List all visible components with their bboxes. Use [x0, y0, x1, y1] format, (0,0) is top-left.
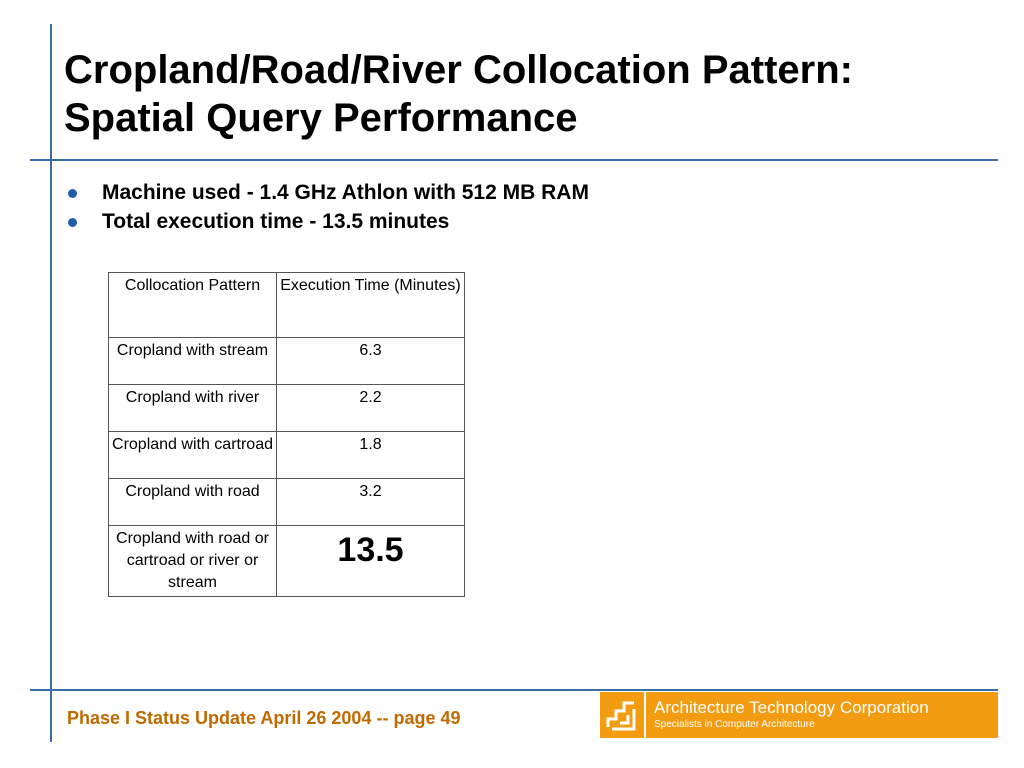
bullet-dot-icon: [68, 189, 77, 198]
company-tagline: Specialists in Computer Architecture: [654, 719, 815, 730]
header-execution-time: Execution Time (Minutes): [276, 272, 465, 338]
title-divider: [30, 159, 998, 161]
table-row: Cropland with stream 6.3: [108, 337, 465, 385]
total-time-cell: 13.5: [276, 525, 465, 597]
table-row-total: Cropland with road or cartroad or river …: [108, 525, 465, 597]
table-row: Cropland with cartroad 1.8: [108, 431, 465, 479]
bullet-list: Machine used - 1.4 GHz Athlon with 512 M…: [64, 178, 589, 236]
atc-logo-icon: [600, 692, 646, 738]
company-name: Architecture Technology Corporation: [654, 698, 929, 717]
header-collocation-pattern: Collocation Pattern: [108, 272, 277, 338]
time-cell: 2.2: [276, 384, 465, 432]
table-row: Cropland with road 3.2: [108, 478, 465, 526]
slide-title: Cropland/Road/River Collocation Pattern:…: [64, 46, 1004, 142]
pattern-cell: Cropland with road: [108, 478, 277, 526]
footer-divider: [30, 689, 998, 691]
table-header-row: Collocation Pattern Execution Time (Minu…: [108, 272, 465, 338]
time-cell: 3.2: [276, 478, 465, 526]
company-logo: Architecture Technology Corporation Spec…: [600, 692, 998, 738]
time-cell: 6.3: [276, 337, 465, 385]
vertical-rule: [50, 24, 52, 742]
pattern-cell: Cropland with river: [108, 384, 277, 432]
pattern-cell: Cropland with stream: [108, 337, 277, 385]
pattern-cell: Cropland with road or cartroad or river …: [108, 525, 277, 597]
pattern-cell: Cropland with cartroad: [108, 431, 277, 479]
execution-time-table: Collocation Pattern Execution Time (Minu…: [108, 272, 465, 597]
bullet-dot-icon: [68, 218, 77, 227]
time-cell: 1.8: [276, 431, 465, 479]
logo-text: Architecture Technology Corporation Spec…: [646, 692, 929, 738]
table-row: Cropland with river 2.2: [108, 384, 465, 432]
slide-title-line-1: Cropland/Road/River Collocation Pattern:: [64, 48, 853, 92]
footer-text: Phase I Status Update April 26 2004 -- p…: [67, 708, 461, 728]
bullet-item: Machine used - 1.4 GHz Athlon with 512 M…: [64, 178, 589, 207]
bullet-item: Total execution time - 13.5 minutes: [64, 207, 589, 236]
slide-title-line-2: Spatial Query Performance: [64, 96, 578, 140]
bullet-text: Machine used - 1.4 GHz Athlon with 512 M…: [102, 181, 589, 204]
bullet-text: Total execution time - 13.5 minutes: [102, 210, 450, 233]
